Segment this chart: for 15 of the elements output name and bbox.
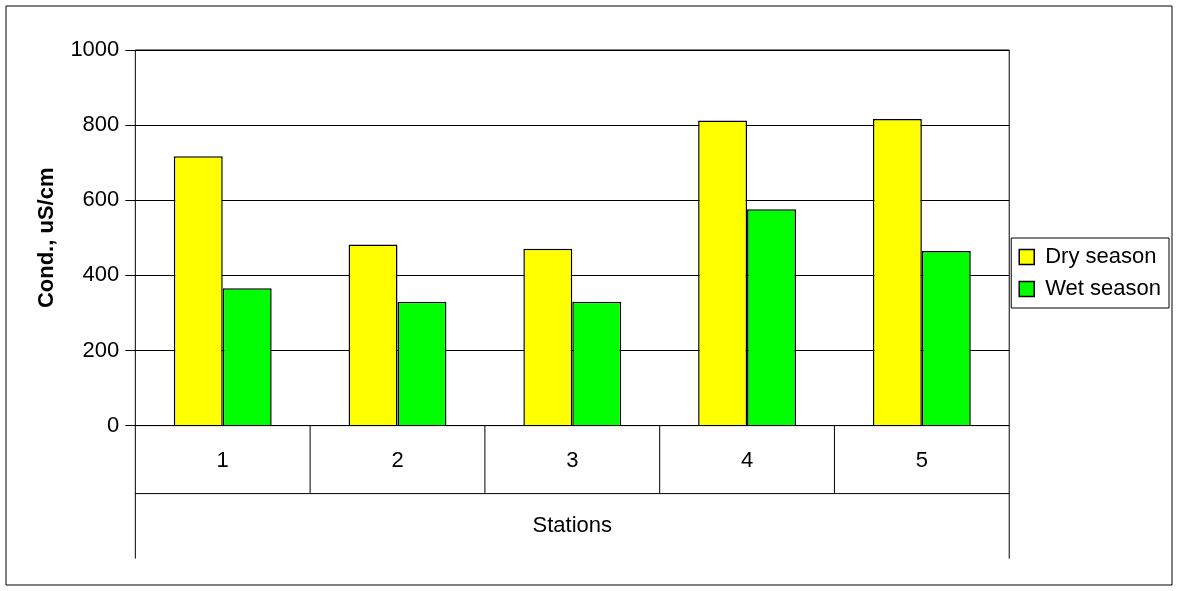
x-tick-label: 4 [740, 446, 754, 472]
y-tick-label: 200 [82, 336, 120, 362]
x-tick-label: 1 [216, 446, 229, 472]
y-tick-label: 600 [82, 186, 120, 212]
x-tick-label: 3 [566, 446, 579, 472]
y-tick-label: 800 [82, 111, 120, 137]
y-tick-label: 1000 [70, 36, 120, 62]
x-tick-label: 5 [915, 446, 928, 472]
y-axis-title: Cond., uS/cm [33, 167, 59, 309]
x-tick-label: 2 [391, 446, 404, 472]
x-axis-title: Stations [532, 511, 613, 537]
y-tick-label: 400 [82, 261, 120, 287]
legend-label: Wet season [1045, 275, 1162, 301]
y-tick-label: 0 [107, 411, 120, 437]
legend-label: Dry season [1045, 243, 1157, 269]
